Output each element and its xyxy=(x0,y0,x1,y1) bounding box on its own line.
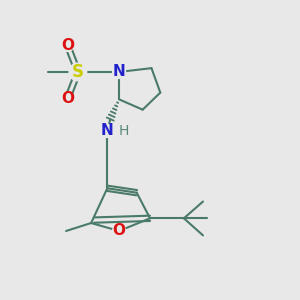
Circle shape xyxy=(62,93,74,104)
Circle shape xyxy=(112,65,126,78)
Text: S: S xyxy=(72,63,84,81)
Circle shape xyxy=(101,124,114,137)
Text: N: N xyxy=(101,123,114,138)
Circle shape xyxy=(62,40,74,51)
Text: H: H xyxy=(118,124,129,138)
Circle shape xyxy=(69,63,87,81)
Circle shape xyxy=(112,224,126,238)
Text: O: O xyxy=(61,91,74,106)
Text: N: N xyxy=(113,64,125,80)
Text: O: O xyxy=(112,224,126,238)
Text: O: O xyxy=(61,38,74,53)
